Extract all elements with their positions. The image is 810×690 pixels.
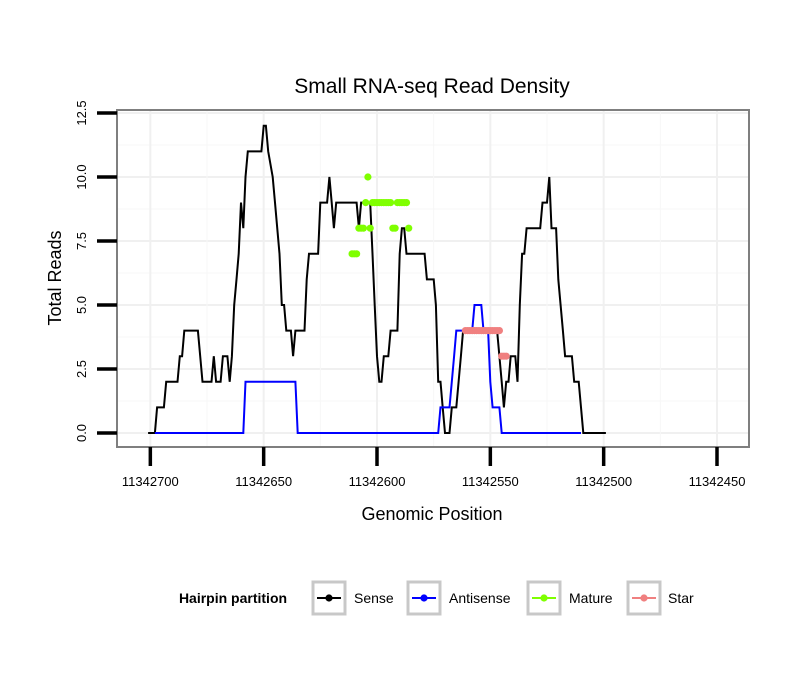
x-axis: 11342700 11342650 11342600 11342550 11342500… [122, 447, 746, 489]
mature-point-17 [387, 199, 395, 207]
legend: Hairpin partition Sense Antisense Mature St… [179, 580, 694, 616]
y-tick-label-4: 10.0 [74, 164, 89, 189]
y-tick-label-0: 0.0 [74, 424, 89, 442]
x-tick-label-0: 11342700 [122, 474, 179, 489]
legend-label-mature: Mature [569, 590, 613, 606]
y-tick-label-2: 5.0 [74, 296, 89, 314]
legend-item-sense: Sense [311, 580, 394, 616]
legend-key-dot-antisense [420, 594, 428, 602]
x-axis-title: Genomic Position [361, 504, 502, 524]
y-tick-label-3: 7.5 [74, 232, 89, 250]
legend-label-star: Star [668, 590, 694, 606]
mature-point-25 [405, 224, 413, 232]
legend-key-dot-mature [540, 594, 548, 602]
legend-item-mature: Mature [526, 580, 613, 616]
legend-label-antisense: Antisense [449, 590, 511, 606]
x-tick-label-2: 11342600 [349, 474, 406, 489]
antisense-line [154, 304, 581, 434]
legend-title: Hairpin partition [179, 590, 287, 606]
star-point-18 [502, 352, 510, 360]
legend-key-dot-star [640, 594, 648, 602]
legend-item-antisense: Antisense [406, 580, 511, 616]
legend-key-dot-sense [325, 594, 333, 602]
mature-point-5 [359, 224, 367, 232]
grid [118, 111, 748, 446]
star-points [461, 327, 510, 360]
x-tick-label-4: 11342500 [575, 474, 632, 489]
mature-point-7 [364, 173, 372, 181]
star-point-15 [495, 327, 503, 335]
x-tick-label-3: 11342550 [462, 474, 519, 489]
mature-point-2 [353, 250, 361, 258]
legend-item-star: Star [626, 580, 694, 616]
chart-title: Small RNA-seq Read Density [294, 75, 570, 98]
mature-point-19 [391, 224, 399, 232]
series-layer [148, 124, 606, 434]
mature-point-24 [402, 199, 411, 207]
sense-line [148, 124, 606, 434]
y-axis: 0.0 2.5 5.0 7.5 10.0 12.5 [74, 100, 117, 442]
mature-point-8 [366, 224, 374, 232]
legend-label-sense: Sense [354, 590, 394, 606]
mature-point-6 [362, 199, 370, 207]
y-tick-label-5: 12.5 [74, 100, 89, 125]
x-tick-label-5: 11342450 [689, 474, 746, 489]
y-tick-label-1: 2.5 [74, 360, 89, 378]
mature-points [348, 173, 413, 258]
x-tick-label-1: 11342650 [235, 474, 292, 489]
y-axis-title: Total Reads [45, 230, 65, 325]
